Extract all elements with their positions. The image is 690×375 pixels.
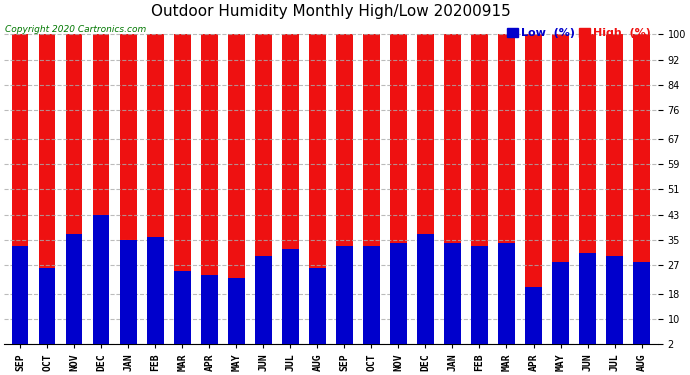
Bar	[255, 34, 272, 351]
Bar	[525, 287, 542, 351]
Bar	[39, 268, 55, 351]
Bar	[201, 34, 217, 351]
Bar	[309, 34, 326, 351]
Bar	[175, 34, 190, 351]
Title: Outdoor Humidity Monthly High/Low 20200915: Outdoor Humidity Monthly High/Low 202009…	[151, 4, 511, 19]
Bar	[580, 252, 595, 351]
Bar	[201, 274, 217, 351]
Bar	[147, 34, 164, 351]
Bar	[417, 234, 433, 351]
Bar	[498, 34, 515, 351]
Bar	[93, 214, 110, 351]
Bar	[417, 34, 433, 351]
Bar	[228, 34, 244, 351]
Bar	[93, 34, 110, 351]
Bar	[633, 262, 649, 351]
Bar	[12, 34, 28, 351]
Bar	[633, 34, 649, 351]
Bar	[553, 34, 569, 351]
Bar	[471, 246, 488, 351]
Bar	[607, 256, 622, 351]
Bar	[444, 243, 461, 351]
Bar	[39, 34, 55, 351]
Bar	[607, 34, 622, 351]
Bar	[336, 246, 353, 351]
Bar	[282, 34, 299, 351]
Bar	[498, 243, 515, 351]
Bar	[525, 34, 542, 351]
Bar	[553, 262, 569, 351]
Bar	[391, 243, 406, 351]
Bar	[471, 34, 488, 351]
Bar	[66, 234, 83, 351]
Bar	[255, 256, 272, 351]
Bar	[228, 278, 244, 351]
Bar	[309, 268, 326, 351]
Bar	[12, 246, 28, 351]
Bar	[444, 34, 461, 351]
Text: Copyright 2020 Cartronics.com: Copyright 2020 Cartronics.com	[6, 25, 147, 34]
Bar	[391, 34, 406, 351]
Legend: Low  (%), High  (%): Low (%), High (%)	[506, 27, 652, 40]
Bar	[175, 272, 190, 351]
Bar	[120, 240, 137, 351]
Bar	[66, 34, 83, 351]
Bar	[364, 34, 380, 351]
Bar	[364, 246, 380, 351]
Bar	[336, 34, 353, 351]
Bar	[282, 249, 299, 351]
Bar	[120, 34, 137, 351]
Bar	[580, 34, 595, 351]
Bar	[147, 237, 164, 351]
